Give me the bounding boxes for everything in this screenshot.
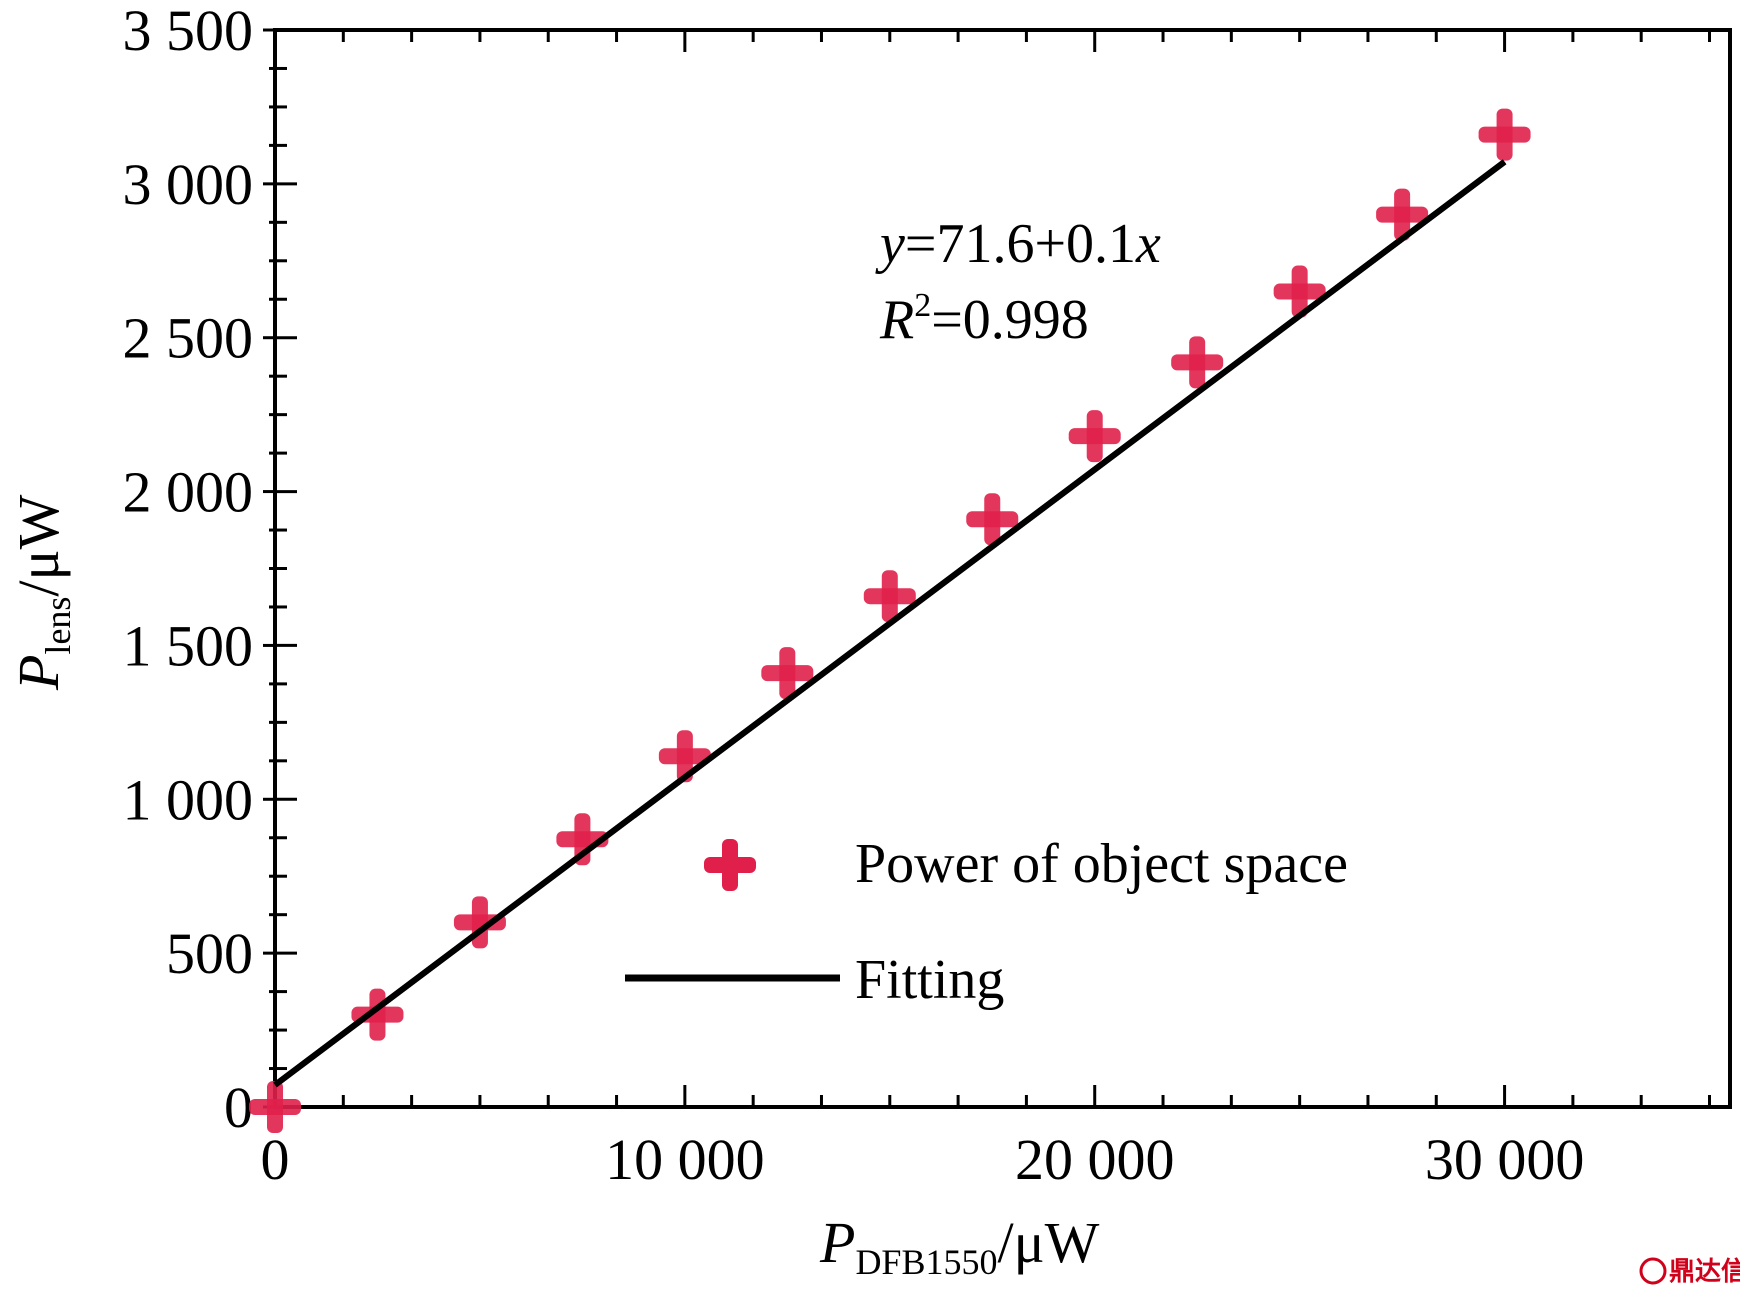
x-tick-label: 0 [261, 1127, 290, 1192]
x-tick-label: 20 000 [1015, 1127, 1175, 1192]
data-point-vbar [1291, 265, 1308, 318]
plot-frame [273, 28, 1732, 1109]
x-title-unit: /μW [997, 1210, 1099, 1275]
legend: Power of object space Fitting [625, 833, 1348, 1011]
r-sup: 2 [914, 287, 931, 324]
watermark-icon [1639, 1257, 1667, 1285]
y-title-unit: /μW [6, 494, 71, 596]
y-tick-label: 1 500 [123, 613, 254, 678]
r-label: R [879, 289, 914, 351]
fit-line-overlay [273, 159, 1507, 1088]
x-title-main: P [819, 1210, 855, 1275]
data-point [1171, 336, 1224, 389]
data-point [761, 647, 814, 700]
watermark-logo: 鼎达信 [1639, 1257, 1740, 1287]
fit-equation: y=71.6+0.1x [875, 213, 1161, 275]
legend-label-points: Power of object space [855, 833, 1348, 895]
legend-label-fitting: Fitting [855, 949, 1004, 1011]
y-tick-label: 500 [166, 921, 253, 986]
data-point [453, 896, 506, 949]
y-tick-label: 0 [224, 1075, 253, 1140]
data-point [966, 493, 1019, 546]
eq-y: y [875, 213, 905, 275]
data-point-vbar [779, 647, 796, 700]
r-rest: =0.998 [931, 289, 1089, 351]
data-point-vbar [881, 570, 898, 623]
data-point-vbar [471, 896, 488, 949]
data-points [249, 108, 1531, 1133]
x-title-sub: DFB1550 [855, 1242, 997, 1282]
data-point [1478, 108, 1531, 161]
x-tick-labels: 0 10 000 20 000 30 000 [261, 1127, 1585, 1192]
data-point-vbar [1496, 108, 1513, 161]
y-tick-label: 2 000 [123, 460, 254, 525]
data-point [1376, 188, 1429, 241]
y-tick-label: 2 500 [123, 306, 254, 371]
data-point-vbar [1086, 410, 1103, 463]
y-title-sub: lens [38, 597, 78, 655]
data-point-vbar [1394, 188, 1411, 241]
y-tick-label: 3 500 [123, 0, 254, 63]
x-tick-label: 10 000 [605, 1127, 765, 1192]
data-point [1068, 410, 1121, 463]
y-axis-title: Plens/μW [6, 494, 78, 691]
eq-x: x [1135, 213, 1161, 275]
eq-rest: =71.6+0.1 [905, 213, 1136, 275]
legend-marker-points [704, 839, 756, 891]
x-tick-label: 30 000 [1425, 1127, 1585, 1192]
y-title-main: P [6, 655, 71, 691]
x-axis-title: PDFB1550/μW [819, 1210, 1100, 1282]
watermark-text: 鼎达信 [1669, 1257, 1740, 1287]
axis-ticks [263, 28, 1712, 1109]
r-squared: R2=0.998 [879, 287, 1089, 351]
data-point [863, 570, 916, 623]
data-point [249, 1081, 301, 1133]
data-point-vbar [984, 493, 1001, 546]
y-tick-labels: 0 500 1 000 1 500 2 000 2 500 3 000 3 500 [123, 0, 254, 1140]
y-tick-label: 1 000 [123, 767, 254, 832]
data-point [1273, 265, 1326, 318]
data-point-vbar [1189, 336, 1206, 389]
data-point-vbar [267, 1081, 283, 1133]
y-tick-label: 3 000 [123, 152, 254, 217]
data-point-vbar [676, 730, 693, 783]
data-point [658, 730, 711, 783]
